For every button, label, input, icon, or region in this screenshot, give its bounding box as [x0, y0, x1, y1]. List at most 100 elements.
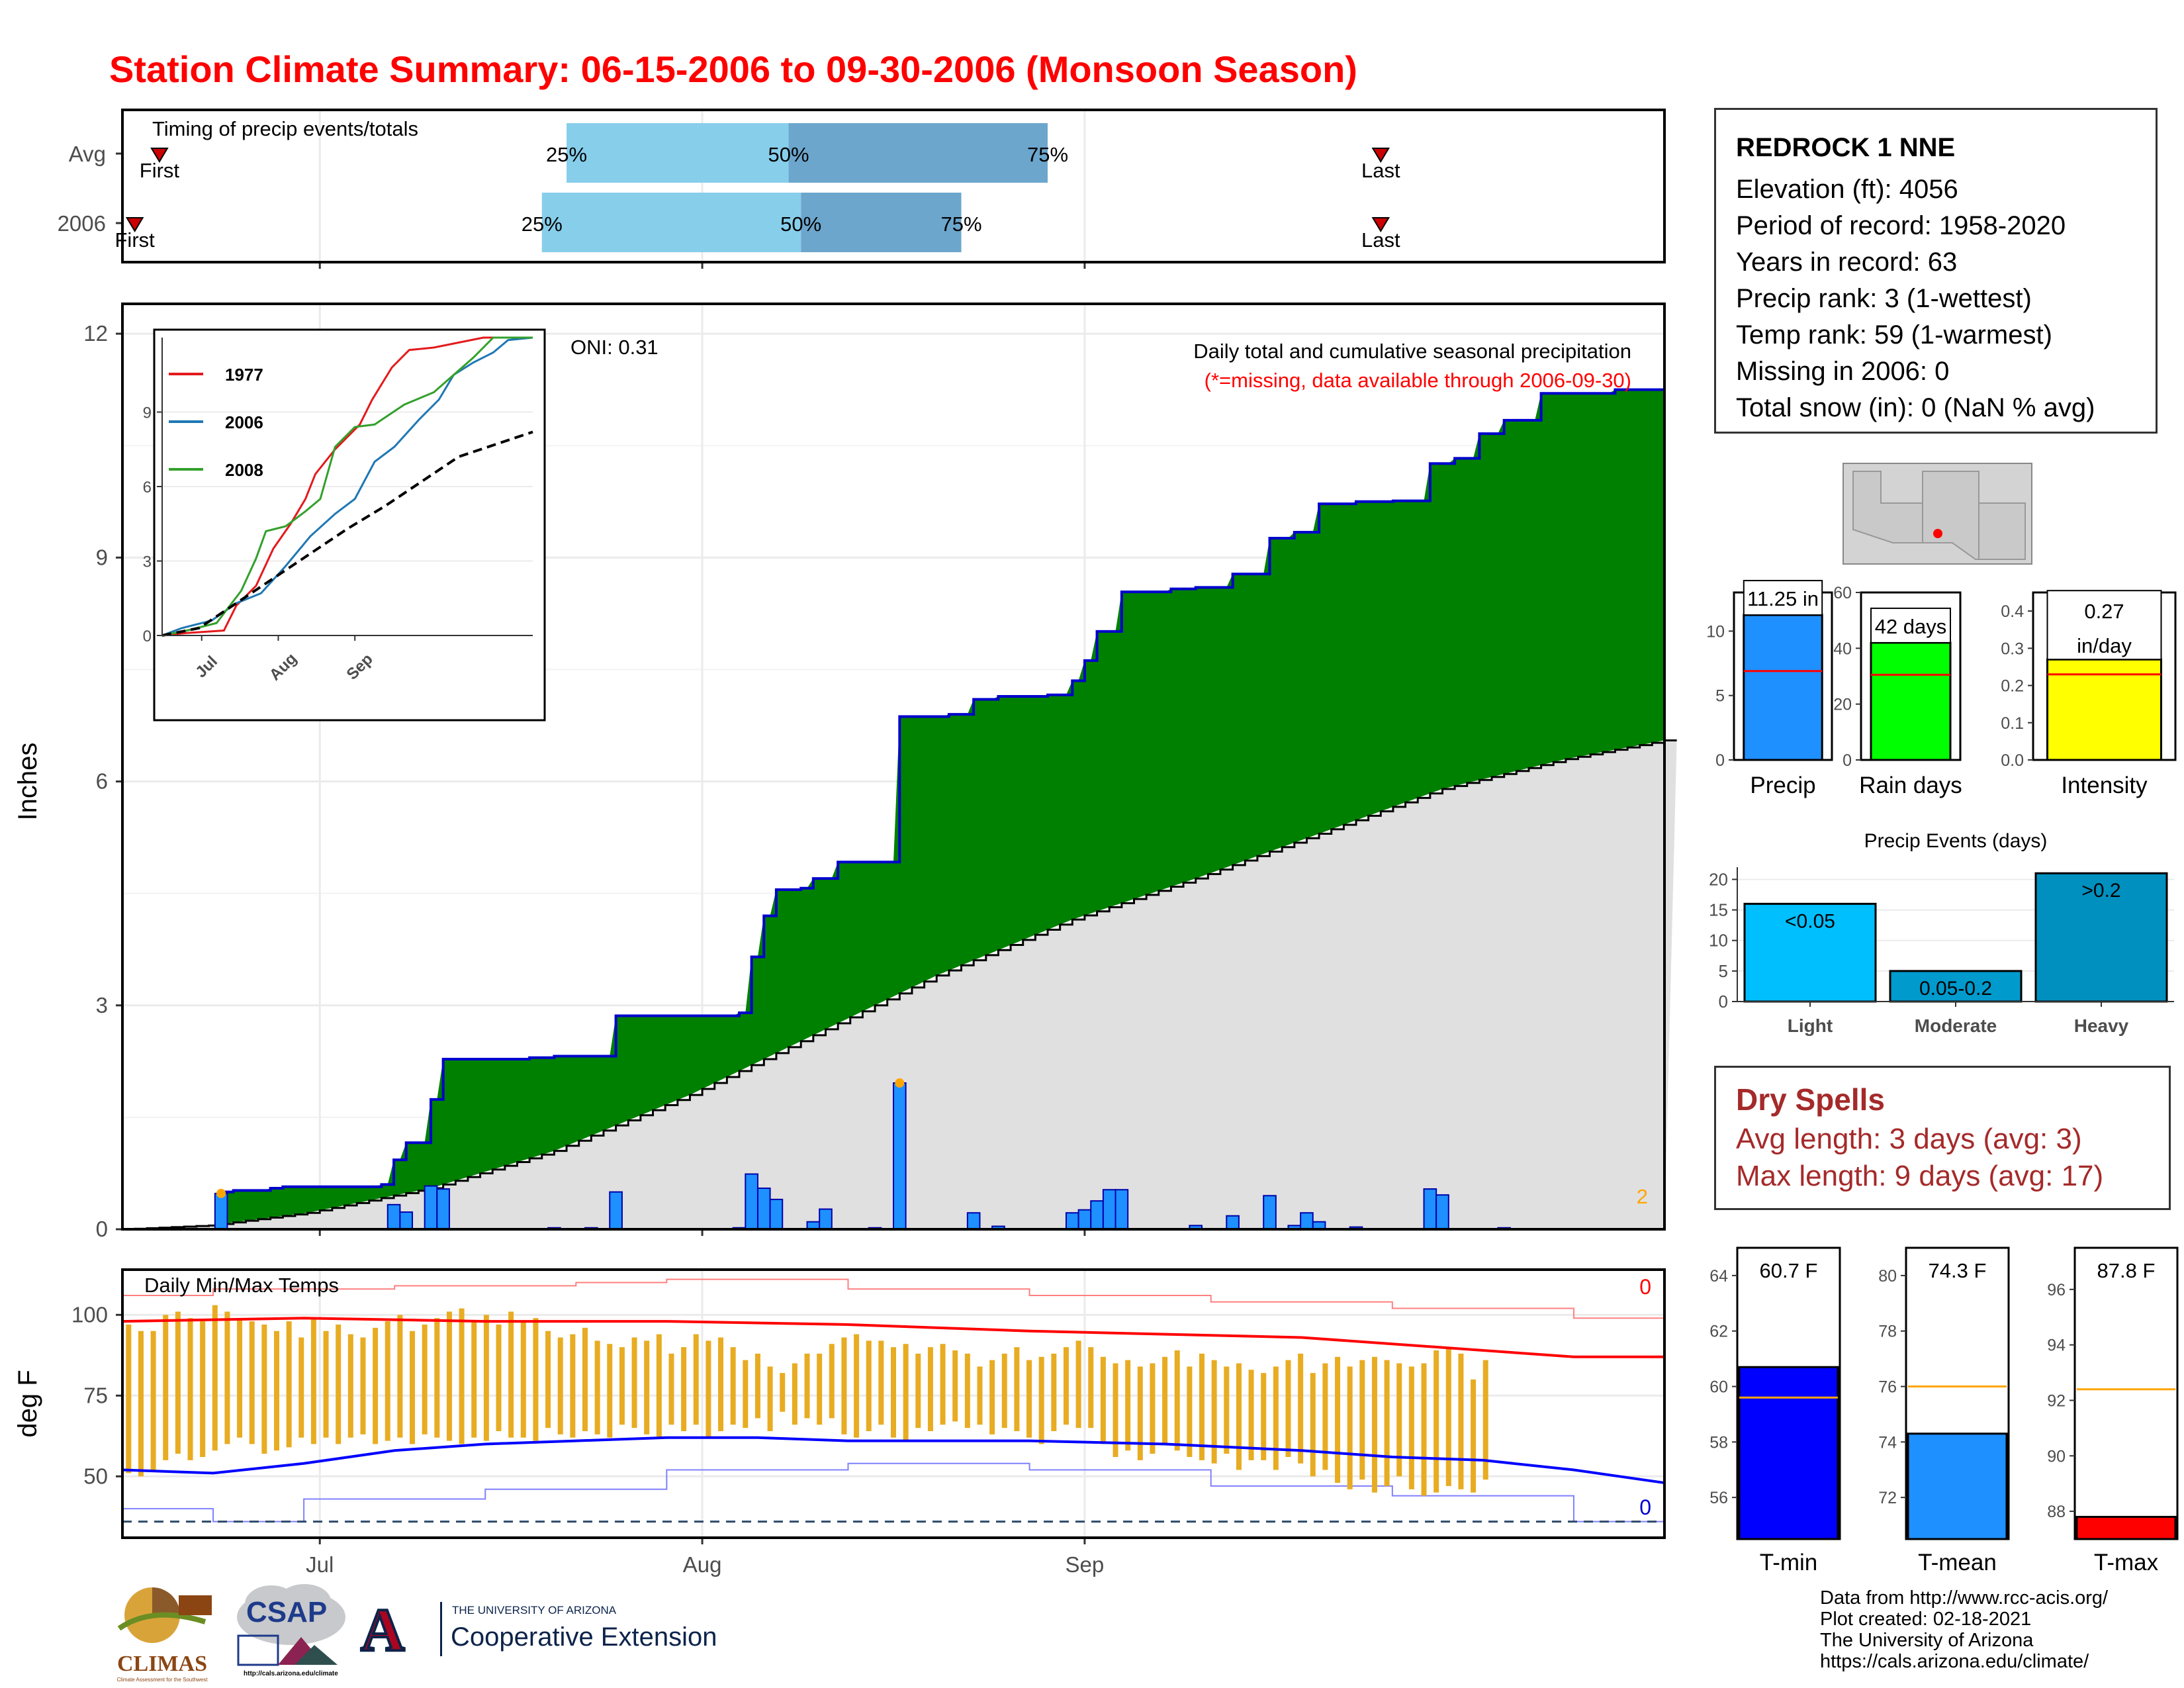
daily-temp-range-bar [619, 1347, 625, 1425]
month-xtick-label: Aug [683, 1552, 722, 1577]
timing-p50-label: 50% [780, 212, 821, 236]
daily-temp-range-bar [310, 1318, 316, 1444]
daily-precip-bar [1423, 1188, 1437, 1231]
climas-sun-icon [117, 1587, 212, 1643]
temp-summary-ytick-label: 90 [2047, 1447, 2066, 1466]
temp-summary-ytick-label: 72 [1878, 1489, 1897, 1507]
temp-ytick-label: 100 [71, 1302, 108, 1327]
ua-coop-ext: Cooperative Extension [451, 1622, 717, 1652]
first-marker-icon [150, 148, 169, 163]
daily-temp-range-bar [323, 1331, 329, 1438]
daily-temp-range-bar [644, 1340, 650, 1434]
daily-temp-range-bar [163, 1315, 169, 1460]
daily-precip-bar [609, 1191, 623, 1230]
precip-ytick-label: 6 [96, 769, 108, 794]
dry-spells-max: Max length: 9 days (avg: 17) [1736, 1160, 2104, 1192]
daily-temp-range-bar [126, 1324, 132, 1474]
timing-first-label: First [115, 228, 156, 252]
daily-temp-range-bar [804, 1353, 810, 1419]
tmax-average-line [122, 1317, 1664, 1358]
daily-temp-range-bar [891, 1347, 896, 1438]
summary-ytick-label: 0 [1715, 751, 1725, 770]
extreme-precip-point [216, 1188, 226, 1198]
daily-temp-range-bar [520, 1321, 526, 1438]
summary-value-label: 11.25 in [1747, 587, 1819, 610]
temp-summary-bar [2075, 1515, 2177, 1540]
timing-p75-label: 75% [1027, 143, 1068, 166]
summary-value-bar [2046, 658, 2162, 761]
precip-event-bar [1743, 902, 1877, 1003]
daily-temp-range-bar [829, 1344, 835, 1419]
temp-summary-bar [1738, 1366, 1839, 1540]
daily-precip-bar [1300, 1212, 1314, 1231]
cumulative-2006-line [122, 388, 1664, 1231]
precip-event-bar [2034, 872, 2168, 1003]
daily-temp-range-bar [1174, 1350, 1180, 1451]
daily-temp-range-bar [1113, 1363, 1118, 1458]
daily-temp-range-bar [1396, 1363, 1402, 1477]
timing-bar-25-50 [541, 193, 801, 252]
inset-series-line [161, 336, 533, 637]
last-marker-icon [1371, 217, 1390, 232]
daily-temp-range-bar [261, 1324, 267, 1454]
timing-p25-label: 25% [522, 212, 563, 236]
footer-line-url: https://cals.arizona.edu/climate/ [1820, 1651, 2089, 1672]
inset-legend-label: 2006 [225, 412, 263, 432]
timing-bar-50-75 [788, 123, 1048, 183]
daily-temp-range-bar [1100, 1356, 1106, 1444]
station-precip-rank: Precip rank: 3 (1-wettest) [1736, 284, 2032, 313]
daily-temp-range-bar [397, 1315, 403, 1438]
normal-cumulative-line [122, 739, 1677, 1231]
daily-temp-range-bar [1211, 1360, 1217, 1464]
daily-temp-range-bar [212, 1305, 218, 1451]
daily-temp-range-bar [607, 1344, 613, 1438]
station-temp-rank: Temp rank: 59 (1-warmest) [1736, 320, 2052, 350]
daily-temp-range-bar [1458, 1353, 1464, 1489]
summary-value-label-box [1870, 607, 1951, 643]
temp-panel-border [121, 1268, 1666, 1539]
daily-temp-range-bar [915, 1353, 921, 1429]
summary-value-unit: in/day [2077, 634, 2132, 657]
daily-temp-range-bar [952, 1350, 958, 1422]
temp-summary-category: T-max [2094, 1550, 2159, 1575]
precip-chart-subtitle: (*=missing, data available through 2006-… [1205, 369, 1631, 392]
timing-last-label: Last [1361, 228, 1400, 252]
daily-temp-range-bar [1384, 1360, 1390, 1486]
summary-ytick-label: 0.4 [2001, 602, 2024, 621]
dry-spells-box: Dry Spells Avg length: 3 days (avg: 3) M… [1714, 1066, 2171, 1210]
summary-value-label-box [2046, 590, 2162, 661]
daily-temp-range-bar [1038, 1356, 1044, 1444]
temp-summary-ytick-label: 62 [1709, 1323, 1728, 1341]
timing-bar-25-50 [567, 123, 789, 183]
csap-cloud-icon [237, 1584, 345, 1666]
normal-cumulative-area [122, 740, 1677, 1229]
daily-temp-range-bar [224, 1311, 230, 1444]
daily-temp-range-bar [410, 1331, 416, 1444]
temp-ylabel: deg F [13, 1370, 42, 1437]
daily-precip-bar [1263, 1195, 1277, 1230]
first-marker-icon [125, 217, 144, 232]
daily-temp-range-bar [286, 1321, 292, 1448]
daily-temp-range-bar [1224, 1366, 1230, 1454]
daily-temp-range-bar [977, 1366, 983, 1425]
precip-ytick-label: 3 [96, 993, 108, 1017]
daily-precip-bar [424, 1185, 438, 1230]
timing-row-label: Avg [69, 142, 106, 166]
daily-temp-range-bar [1150, 1363, 1156, 1454]
summary-category-label: Precip [1750, 773, 1815, 798]
daily-temp-range-bar [200, 1321, 206, 1458]
climas-logo: CLIMAS Climate Assessment for the Southw… [106, 1582, 218, 1683]
daily-temp-range-bar [1137, 1366, 1143, 1460]
timing-bar-50-75 [801, 193, 962, 252]
precip-event-category: Moderate [1915, 1015, 1997, 1036]
daily-temp-range-bar [940, 1344, 946, 1425]
daily-temp-range-bar [681, 1347, 687, 1431]
daily-temp-range-bar [1001, 1353, 1007, 1429]
temp-summary-ytick-label: 74 [1878, 1433, 1897, 1452]
daily-precip-bar [756, 1187, 771, 1231]
temp-summary-ytick-label: 80 [1878, 1267, 1897, 1286]
daily-temp-range-bar [1359, 1360, 1365, 1480]
daily-temp-range-bar [508, 1311, 514, 1438]
inset-legend-label: 1977 [225, 365, 263, 385]
timing-p75-label: 75% [940, 212, 981, 236]
